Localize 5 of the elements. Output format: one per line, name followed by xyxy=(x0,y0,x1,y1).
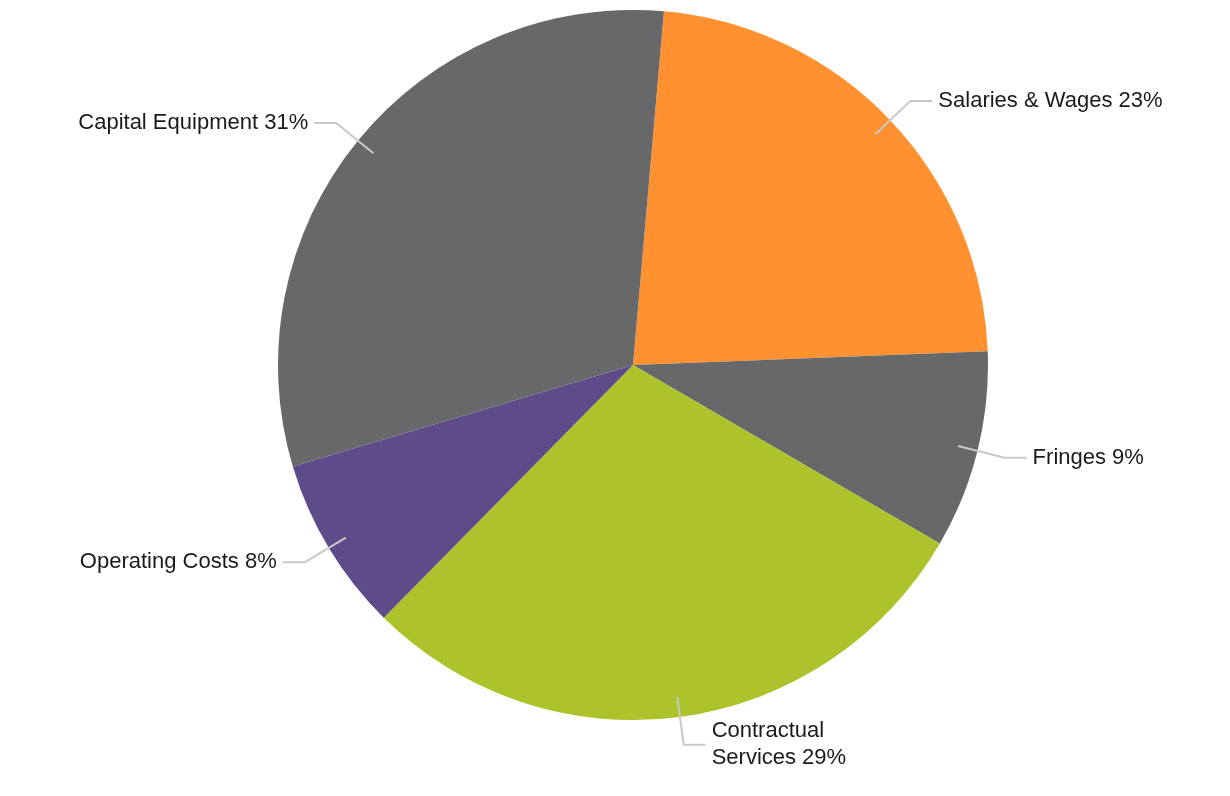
slice-label: Operating Costs 8% xyxy=(79,548,277,574)
slice-label: Salaries & Wages 23% xyxy=(938,86,1163,112)
slice-label: Capital Equipment 31% xyxy=(78,109,309,134)
slice-label: Fringes 9% xyxy=(1032,443,1144,469)
slice-label: Contractual Services 29% xyxy=(711,717,847,770)
